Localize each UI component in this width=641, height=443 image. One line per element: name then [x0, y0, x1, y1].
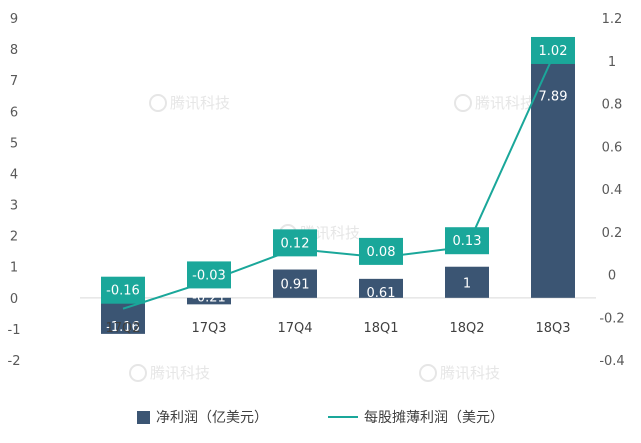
eps-data-label: 0.12	[273, 229, 317, 257]
left-axis: -2 -1 0 1 2 3 4 5 6 7 8 9	[8, 12, 21, 369]
category-label: 18Q2	[449, 321, 484, 336]
right-axis-tick: 0.6	[602, 140, 623, 155]
eps-label-box	[359, 237, 403, 265]
net-profit-bar	[273, 269, 317, 298]
category-label: 17Q3	[191, 321, 226, 336]
bars	[101, 52, 575, 334]
category-label: 18Q1	[363, 321, 398, 336]
left-axis-tick: 9	[10, 12, 18, 27]
watermark-text: 腾讯科技	[170, 94, 230, 112]
legend-swatch-net-profit	[137, 411, 150, 424]
left-axis-tick: 0	[10, 292, 18, 307]
legend-label-eps: 每股摊薄利润（美元）	[364, 410, 504, 426]
net-profit-data-label: 1	[463, 276, 471, 291]
watermark-logo: 腾讯科技	[419, 364, 500, 382]
right-axis-tick: -0.4	[599, 354, 624, 369]
net-profit-bar	[445, 266, 489, 298]
net-profit-data-label: -0.21	[192, 290, 226, 305]
watermark-text: 腾讯科技	[475, 94, 535, 112]
left-axis-tick: -1	[8, 323, 21, 338]
eps-label-box	[445, 227, 489, 255]
watermark-icon	[149, 94, 167, 112]
eps-label-text: 1.02	[539, 44, 568, 59]
eps-label-box	[273, 229, 317, 257]
right-axis-tick: 1.2	[602, 12, 623, 27]
watermark-logo: 腾讯科技	[129, 364, 210, 382]
eps-data-label: 0.13	[445, 227, 489, 255]
watermark-text: 腾讯科技	[440, 364, 500, 382]
left-axis-tick: 1	[10, 261, 18, 276]
left-axis-tick: 8	[10, 43, 18, 58]
eps-label-text: 0.12	[281, 236, 310, 251]
watermark-logo: 腾讯科技	[454, 94, 535, 112]
category-label: 17Q2	[105, 321, 140, 336]
eps-label-text: 0.08	[367, 245, 396, 260]
watermark-logo: 腾讯科技	[149, 94, 230, 112]
net-profit-bar	[359, 278, 403, 298]
category-labels: 17Q2 17Q3 17Q4 18Q1 18Q2 18Q3	[105, 321, 570, 336]
net-profit-bar	[531, 52, 575, 298]
left-axis-tick: 5	[10, 136, 18, 151]
right-axis-tick: -0.2	[599, 311, 624, 326]
eps-label-text: 0.13	[453, 234, 482, 249]
left-axis-tick: 2	[10, 230, 18, 245]
net-profit-data-label: 0.61	[367, 286, 396, 301]
net-profit-bar	[187, 297, 231, 305]
watermark-text: 腾讯科技	[150, 364, 210, 382]
net-profit-data-label: -1.16	[106, 320, 140, 335]
right-axis-tick: 1	[608, 55, 616, 70]
left-axis-tick: -2	[8, 354, 21, 369]
left-axis-tick: 3	[10, 199, 18, 214]
eps-label-text: -0.03	[192, 268, 226, 283]
category-label: 18Q3	[535, 321, 570, 336]
right-axis-tick: 0.4	[602, 183, 623, 198]
watermark-icon	[454, 94, 472, 112]
eps-label-box	[531, 36, 575, 64]
right-axis-tick: 0	[608, 269, 616, 284]
net-profit-data-label: 7.89	[539, 90, 568, 105]
category-label: 17Q4	[277, 321, 312, 336]
line-labels: -0.16 -0.03 0.12 0.08 0.13 1.02	[101, 36, 575, 304]
eps-label-box	[101, 276, 145, 304]
eps-data-label: -0.03	[187, 261, 231, 289]
legend: 净利润（亿美元） 每股摊薄利润（美元）	[137, 410, 504, 426]
right-axis: -0.4 -0.2 0 0.2 0.4 0.6 0.8 1 1.2	[599, 12, 624, 369]
right-axis-tick: 0.8	[602, 98, 623, 113]
eps-label-box	[187, 261, 231, 289]
right-axis-tick: 0.2	[602, 226, 623, 241]
bar-labels: -1.16 -0.21 0.91 0.61 1 7.89	[106, 90, 567, 335]
eps-data-label: 1.02	[531, 36, 575, 64]
left-axis-tick: 4	[10, 167, 18, 182]
left-axis-tick: 7	[10, 74, 18, 89]
legend-label-net-profit: 净利润（亿美元）	[156, 410, 268, 426]
watermark-icon	[129, 364, 147, 382]
left-axis-tick: 6	[10, 105, 18, 120]
watermark-icon	[419, 364, 437, 382]
eps-label-text: -0.16	[106, 284, 140, 299]
eps-data-label: 0.08	[359, 237, 403, 265]
eps-data-label: -0.16	[101, 276, 145, 304]
net-profit-data-label: 0.91	[281, 278, 310, 293]
